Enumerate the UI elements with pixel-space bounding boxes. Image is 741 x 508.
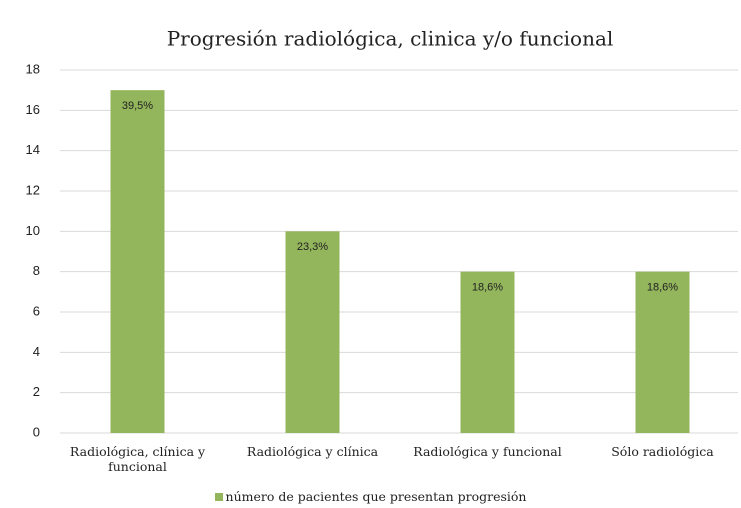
x-tick-label: Radiológica y clínica — [246, 444, 379, 459]
y-tick-label: 2 — [33, 384, 40, 399]
y-tick-label: 4 — [33, 344, 40, 359]
y-tick-label: 18 — [26, 61, 40, 76]
y-tick-label: 8 — [33, 263, 40, 278]
bar — [110, 90, 165, 434]
data-label: 23,3% — [297, 241, 328, 253]
x-tick-label: Sólo radiológica — [611, 444, 714, 459]
y-tick-label: 0 — [33, 424, 40, 439]
x-tick-label: Radiológica y funcional — [413, 444, 562, 459]
y-tick-label: 14 — [26, 142, 40, 157]
legend: número de pacientes que presentan progre… — [0, 489, 741, 504]
legend-swatch — [214, 493, 223, 501]
y-tick-label: 10 — [26, 223, 40, 238]
legend-label: número de pacientes que presentan progre… — [225, 489, 527, 504]
chart-title: Progresión radiológica, clinica y/o func… — [167, 27, 614, 51]
bar — [460, 271, 515, 433]
y-tick-label: 12 — [26, 182, 40, 197]
data-label: 18,6% — [472, 282, 503, 294]
x-tick-label: Radiológica, clínica y funcional — [69, 444, 206, 474]
y-tick-label: 16 — [26, 102, 40, 117]
y-tick-label: 6 — [33, 303, 40, 318]
bar — [285, 231, 340, 433]
bar — [635, 271, 690, 433]
data-label: 39,5% — [122, 100, 153, 112]
data-label: 18,6% — [647, 282, 678, 294]
